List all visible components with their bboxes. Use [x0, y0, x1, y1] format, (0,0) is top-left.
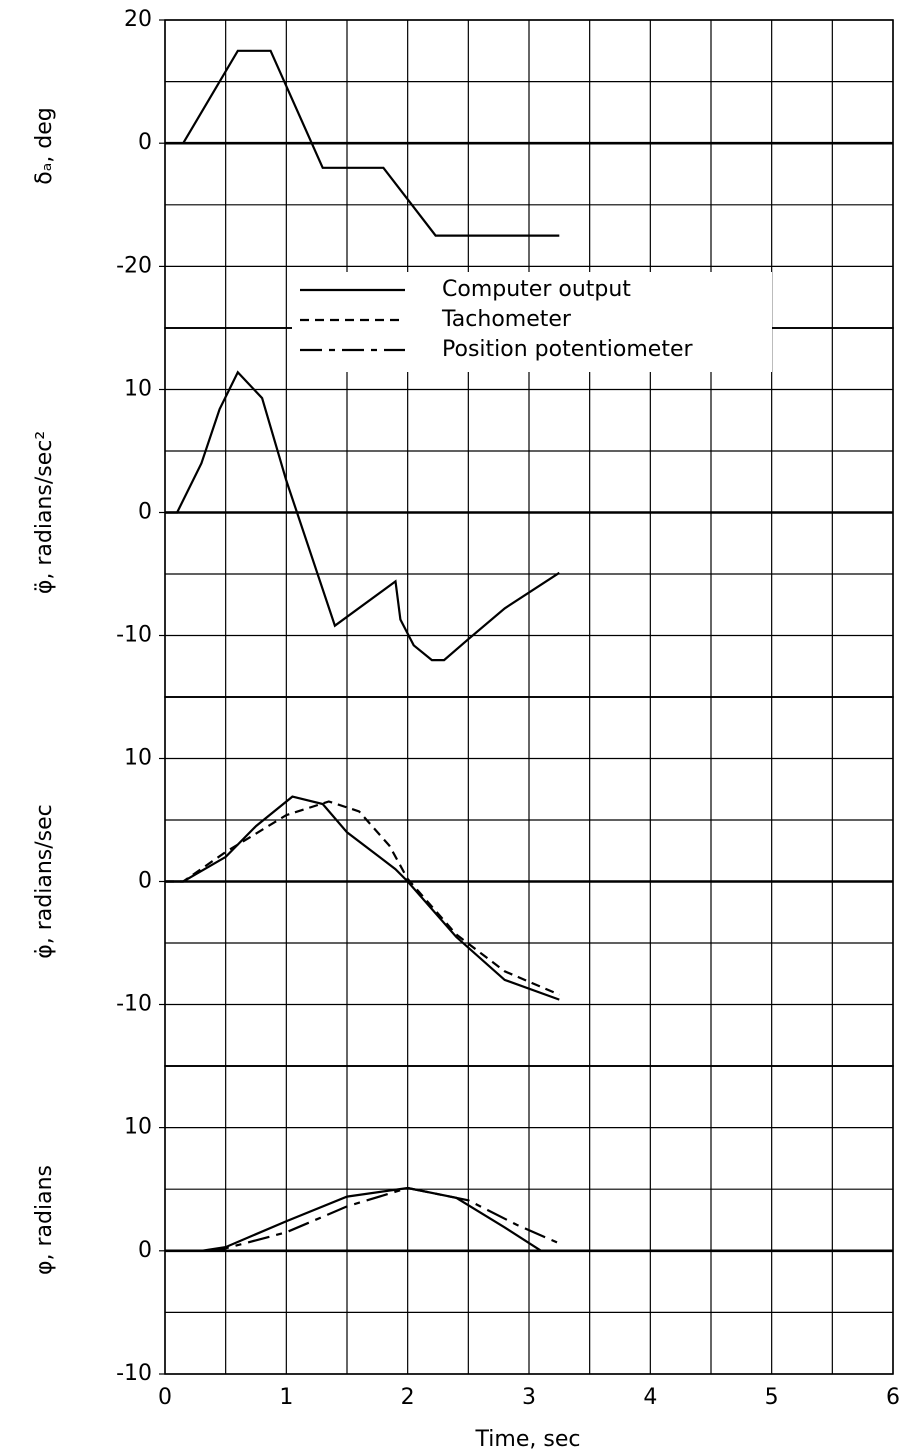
data-line — [165, 1186, 542, 1252]
y-tick-label: -10 — [116, 992, 152, 1017]
x-tick-label: 4 — [643, 1385, 657, 1410]
x-tick-label: 6 — [886, 1385, 900, 1410]
y-tick-label: -20 — [116, 253, 152, 278]
y-axis-label: δₐ, deg — [32, 107, 57, 185]
y-axis-label: φ̈, radians/sec² — [32, 431, 57, 594]
data-line — [165, 1186, 560, 1252]
y-tick-label: 20 — [124, 7, 152, 32]
data-line — [165, 370, 560, 662]
y-axis-label: φ, radians — [32, 1165, 57, 1275]
data-line — [165, 800, 560, 996]
x-tick-label: 5 — [765, 1385, 779, 1410]
y-tick-label: 10 — [124, 377, 152, 402]
panel-frame — [164, 1065, 894, 1375]
data-line — [165, 49, 560, 237]
y-tick-label: 10 — [124, 1115, 152, 1140]
y-tick-label: -10 — [116, 623, 152, 648]
legend-label: Computer output — [442, 277, 631, 302]
y-tick-label: 0 — [138, 869, 152, 894]
y-tick-label: -10 — [116, 1361, 152, 1386]
x-tick-label: 1 — [279, 1385, 293, 1410]
y-tick-label: 0 — [138, 130, 152, 155]
y-tick-label: 0 — [138, 500, 152, 525]
legend-label: Position potentiometer — [442, 337, 694, 362]
y-tick-label: 10 — [124, 746, 152, 771]
y-axis-label: φ̇, radians/sec — [32, 804, 57, 959]
x-tick-label: 0 — [158, 1385, 172, 1410]
legend-box — [292, 272, 772, 372]
legend-label: Tachometer — [441, 307, 572, 332]
data-line — [165, 795, 560, 1001]
x-axis-label: Time, sec — [475, 1427, 581, 1452]
y-tick-label: 0 — [138, 1238, 152, 1263]
x-tick-label: 3 — [522, 1385, 536, 1410]
x-tick-label: 2 — [401, 1385, 415, 1410]
